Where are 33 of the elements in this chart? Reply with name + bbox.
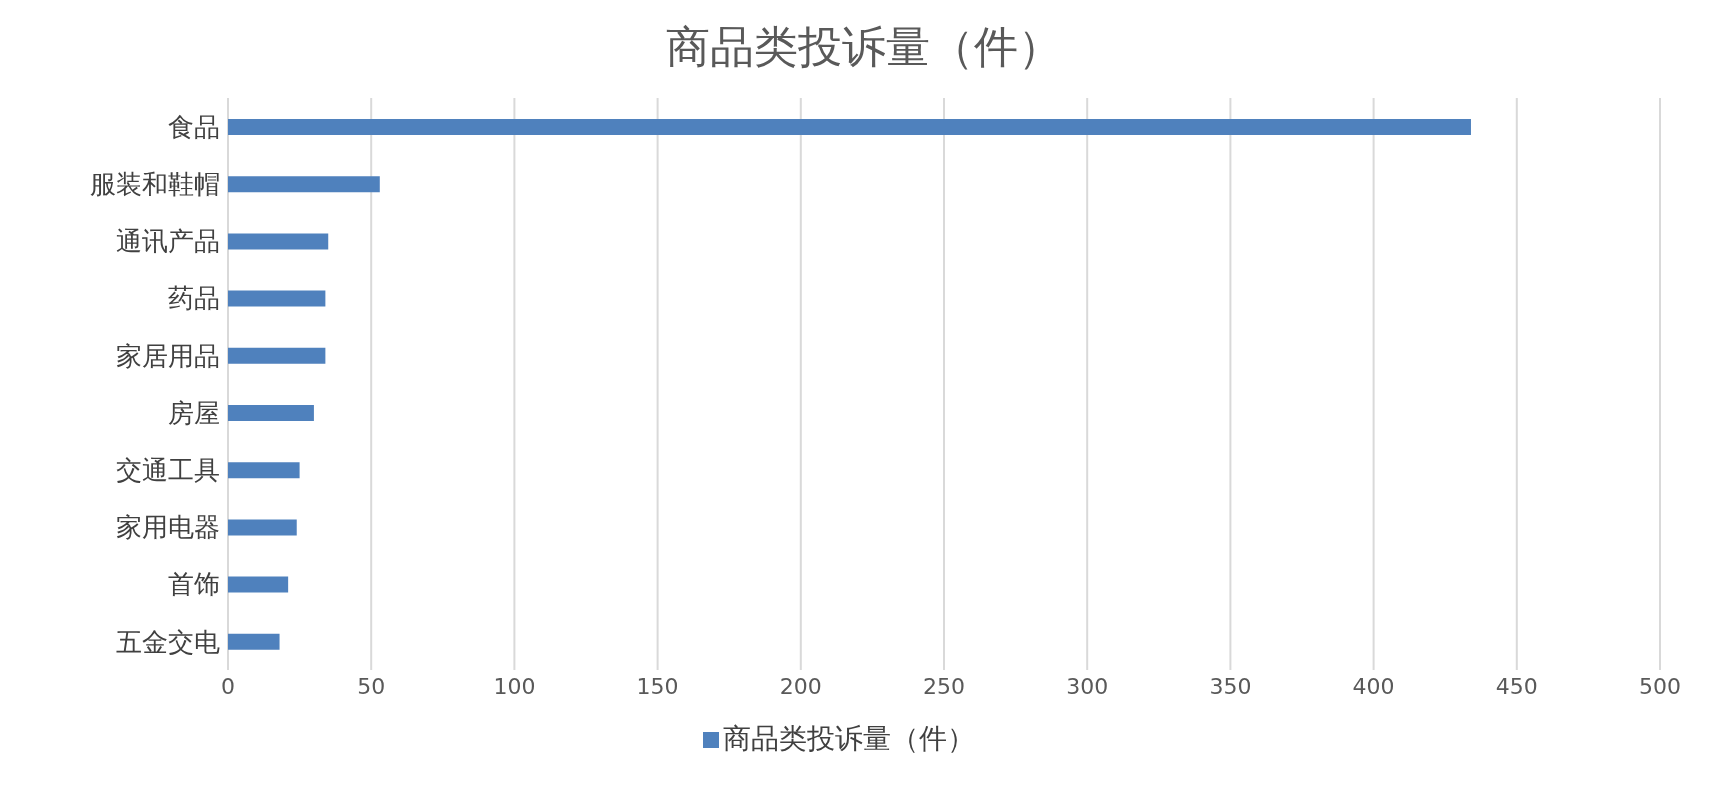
y-tick-label: 首饰 [168, 569, 220, 600]
y-tick-label: 药品 [168, 283, 220, 314]
y-tick-label: 家居用品 [116, 340, 220, 371]
y-tick-label: 房屋 [168, 397, 220, 428]
x-tick-label: 350 [1209, 673, 1252, 699]
chart-title: 商品类投诉量（件） [665, 20, 1063, 74]
x-tick-label: 0 [221, 673, 235, 699]
x-tick-label: 400 [1352, 673, 1395, 699]
y-tick-label: 通讯产品 [116, 226, 220, 257]
y-tick-label: 服装和鞋帽 [90, 169, 220, 200]
bar [228, 233, 329, 250]
x-tick-label: 300 [1066, 673, 1109, 699]
y-tick-label: 食品 [168, 111, 220, 142]
x-tick-label: 450 [1495, 673, 1538, 699]
bar [228, 576, 289, 593]
bar [228, 176, 380, 193]
bar [228, 347, 326, 364]
bar [228, 119, 1471, 135]
legend-label: 商品类投诉量（件） [723, 722, 975, 755]
x-tick-label: 100 [493, 673, 536, 699]
y-tick-label: 五金交电 [116, 626, 220, 657]
bar [228, 519, 297, 536]
y-tick-label: 交通工具 [116, 455, 220, 486]
bar [228, 290, 326, 307]
x-tick-label: 500 [1639, 673, 1681, 699]
x-tick-label: 250 [923, 673, 965, 699]
bar [228, 462, 300, 479]
x-tick-label: 200 [779, 673, 822, 699]
x-tick-label: 50 [357, 673, 386, 699]
x-tick-label: 150 [636, 673, 679, 699]
bar [228, 405, 314, 421]
bar [228, 633, 280, 650]
y-tick-label: 家用电器 [116, 512, 220, 543]
